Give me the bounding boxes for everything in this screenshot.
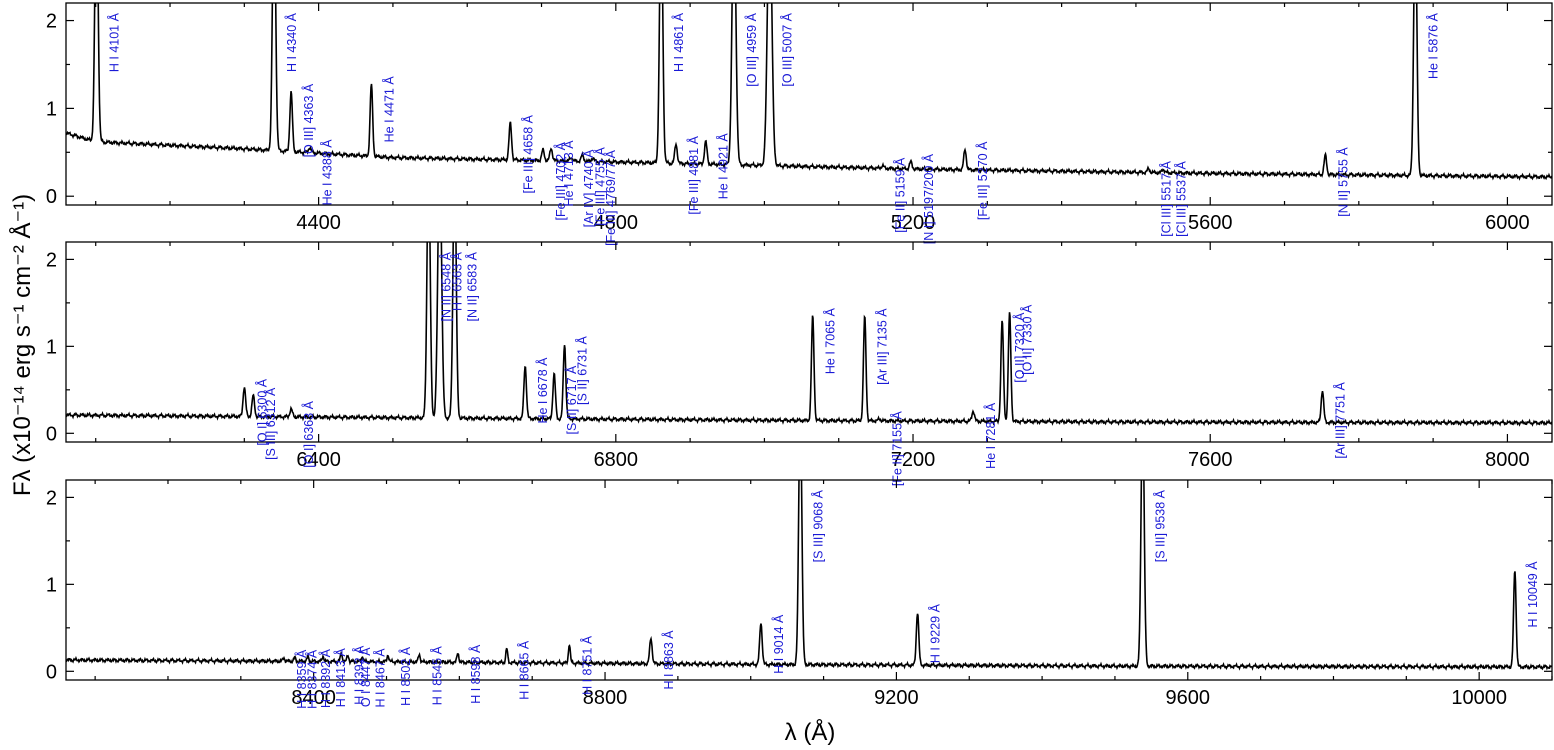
line-label: H I 4340 Å: [284, 12, 299, 72]
line-label: He I 7065 Å: [823, 307, 838, 374]
y-tick-label: 0: [46, 423, 57, 445]
line-label: H I 10049 Å: [1525, 561, 1540, 628]
line-label: [O II] 7320 Å: [1012, 312, 1027, 383]
x-tick-label: 8800: [583, 687, 628, 709]
line-label: H I 8467 Å: [372, 648, 387, 708]
line-label: [S II] 6717 Å: [564, 365, 579, 434]
line-label: H I 8863 Å: [661, 630, 676, 690]
line-label: H I 4861 Å: [671, 12, 686, 72]
y-tick-label: 0: [46, 661, 57, 683]
line-label: H I 9014 Å: [771, 614, 786, 674]
line-label: [S III] 9068 Å: [810, 489, 825, 562]
line-label: H I 8545 Å: [429, 645, 444, 705]
line-label: [N II] 5755 Å: [1335, 147, 1350, 217]
line-label: [N II] 6583 Å: [465, 251, 480, 321]
y-tick-label: 2: [46, 487, 57, 509]
x-tick-label: 9600: [1166, 687, 1211, 709]
spectrum-trace: [66, 3, 1552, 181]
line-label: O I 8447 Å: [358, 647, 373, 707]
line-label: He I 4921 Å: [716, 133, 731, 200]
line-label: [Fe III] 4702 Å: [553, 141, 568, 220]
line-label: [Fe III] 4658 Å: [520, 114, 535, 193]
x-tick-label: 7200: [891, 449, 936, 471]
plot-frame: [65, 241, 1553, 443]
line-label: [O I] 6300 Å: [254, 378, 269, 445]
line-label: H I 8392 Å: [351, 645, 366, 705]
y-tick-label: 2: [46, 11, 57, 33]
line-label: [S II] 6731 Å: [575, 335, 590, 404]
line-label: [N II] 6548 Å: [439, 251, 454, 321]
line-label: H I 8413 Å: [333, 648, 348, 708]
x-tick-label: 6800: [594, 449, 639, 471]
line-label: [Fe III] 5270 Å: [975, 141, 990, 220]
y-tick-label: 1: [46, 574, 57, 596]
x-tick-label: 6000: [1485, 212, 1530, 234]
spectrum-panel-1: 4400 4800 5200 5600 6000 0 1 2 H I 4101 Å H I 434…: [46, 2, 1553, 246]
line-label: [Ar IV] 4740 Å: [581, 149, 596, 227]
line-label: H I 8359 Å: [294, 649, 309, 709]
y-tick-label: 0: [46, 186, 57, 208]
line-label: H I 8374 Å: [305, 649, 320, 709]
x-tick-label: 8000: [1485, 449, 1530, 471]
line-label: H I 8665 Å: [517, 640, 532, 700]
line-label: [Ar III] 7751 Å: [1332, 382, 1347, 459]
line-label: He I 7281 Å: [983, 402, 998, 469]
y-tick-label: 1: [46, 336, 57, 358]
line-label: [Fe II] 5159 Å: [893, 157, 908, 233]
line-label: [Fe II] 7155 Å: [890, 410, 905, 486]
x-tick-label: 8400: [291, 687, 336, 709]
line-label: [O II] 7330 Å: [1020, 304, 1035, 375]
x-tick-label: 10000: [1451, 687, 1507, 709]
line-label: He I 4471 Å: [381, 76, 396, 143]
line-label: H I 6563 Å: [450, 251, 465, 311]
x-axis-title: λ (Å): [785, 718, 836, 746]
line-label: H I 4101 Å: [107, 12, 122, 72]
line-label: H I 8502 Å: [398, 646, 413, 706]
line-label: He I 5876 Å: [1425, 12, 1440, 79]
line-label: H I 8751 Å: [579, 635, 594, 695]
line-label: H I 9229 Å: [928, 603, 943, 663]
line-label: H I 8392 Å: [318, 648, 333, 708]
y-tick-label: 2: [46, 249, 57, 271]
x-tick-label: 6400: [296, 449, 341, 471]
x-tick-label: 9200: [874, 687, 919, 709]
x-tick-label: 5600: [1188, 212, 1233, 234]
line-label: [O III] 4363 Å: [301, 83, 316, 157]
spectrum-trace: [66, 242, 1552, 428]
line-label: [Fe III] 4881 Å: [686, 135, 701, 214]
line-label: He I 4713 Å: [561, 140, 576, 207]
y-axis-title: Fλ (x10⁻¹⁴ erg s⁻¹ cm⁻² Å⁻¹): [8, 194, 36, 496]
x-tick-label: 5200: [891, 212, 936, 234]
y-tick-label: 1: [46, 98, 57, 120]
x-tick-label: 4800: [594, 212, 639, 234]
line-label: H I 8598 Å: [468, 644, 483, 704]
line-label: [S III] 6312 Å: [263, 387, 278, 460]
line-label: [O I] 6363 Å: [301, 400, 316, 467]
plot-frame: [65, 479, 1553, 681]
line-label: [O III] 5007 Å: [780, 12, 795, 86]
line-label: [O III] 4959 Å: [744, 12, 759, 86]
line-label: [Cl III] 5517 Å: [1159, 160, 1174, 236]
line-label: [Cl III] 5537 Å: [1173, 161, 1188, 237]
line-label: [S III] 9538 Å: [1153, 489, 1168, 562]
line-label: [Ar III] 7135 Å: [875, 308, 890, 385]
spectrum-trace: [66, 480, 1552, 672]
x-tick-label: 4400: [296, 212, 341, 234]
line-label: He I 4388 Å: [320, 139, 335, 206]
line-label: [Fe III] 4769/77 Å: [603, 149, 618, 246]
x-tick-label: 7600: [1188, 449, 1233, 471]
line-label: [Fe III] 4755 Å: [592, 147, 607, 226]
line-label: [N I] 5197/200 Å: [921, 153, 936, 244]
plot-frame: [65, 2, 1553, 206]
line-label: He I 6678 Å: [535, 357, 550, 424]
